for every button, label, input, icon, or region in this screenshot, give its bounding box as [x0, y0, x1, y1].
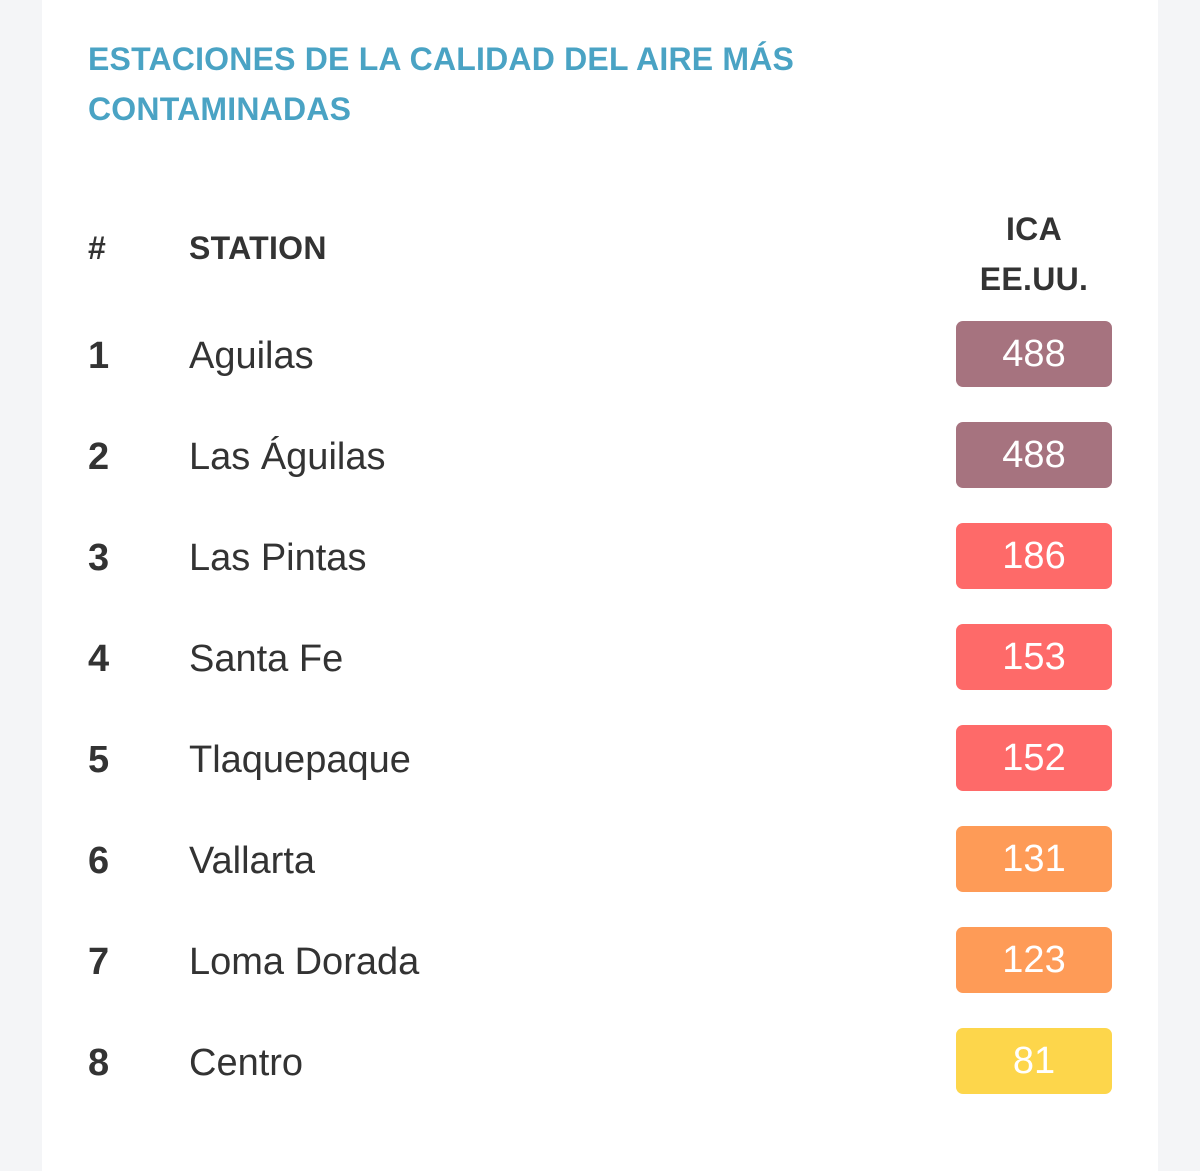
station-row[interactable]: 3 Las Pintas 186: [42, 520, 1158, 621]
station-row[interactable]: 4 Santa Fe 153: [42, 621, 1158, 722]
card-title: ESTACIONES DE LA CALIDAD DEL AIRE MÁS CO…: [88, 41, 795, 127]
ranking-card: ESTACIONES DE LA CALIDAD DEL AIRE MÁS CO…: [42, 0, 1158, 1171]
station-name[interactable]: Las Águilas: [189, 436, 386, 478]
station-name[interactable]: Tlaquepaque: [189, 739, 411, 781]
header-rank: #: [88, 230, 106, 266]
table-header: # STATION ICA EE.UU.: [42, 200, 1158, 300]
station-name[interactable]: Aguilas: [189, 335, 314, 377]
aqi-badge: 131: [956, 826, 1112, 892]
aqi-badge: 123: [956, 927, 1112, 993]
station-row[interactable]: 1 Aguilas 488: [42, 318, 1158, 419]
station-row[interactable]: 7 Loma Dorada 123: [42, 924, 1158, 1025]
aqi-badge: 186: [956, 523, 1112, 589]
station-row[interactable]: 2 Las Águilas 488: [42, 419, 1158, 520]
header-station: STATION: [189, 230, 327, 266]
station-name[interactable]: Vallarta: [189, 840, 316, 882]
header-aqi-line2: EE.UU.: [979, 261, 1089, 297]
aqi-badge: 152: [956, 725, 1112, 791]
aqi-badge: 488: [956, 422, 1112, 488]
station-rank: 1: [88, 335, 110, 377]
station-rank: 7: [88, 941, 110, 983]
station-rank: 6: [88, 840, 110, 882]
header-aqi: ICA EE.UU.: [956, 204, 1112, 304]
aqi-badge: 153: [956, 624, 1112, 690]
aqi-badge: 488: [956, 321, 1112, 387]
header-aqi-line1: ICA: [1005, 211, 1062, 247]
station-name[interactable]: Santa Fe: [189, 638, 344, 680]
station-name[interactable]: Centro: [189, 1042, 304, 1084]
station-rank: 5: [88, 739, 110, 781]
station-rank: 3: [88, 537, 110, 579]
station-name[interactable]: Las Pintas: [189, 537, 367, 579]
station-row[interactable]: 5 Tlaquepaque 152: [42, 722, 1158, 823]
station-row[interactable]: 6 Vallarta 131: [42, 823, 1158, 924]
station-row[interactable]: 8 Centro 81: [42, 1025, 1158, 1126]
aqi-badge: 81: [956, 1028, 1112, 1094]
station-rank: 8: [88, 1042, 110, 1084]
station-rank: 4: [88, 638, 110, 680]
station-name[interactable]: Loma Dorada: [189, 941, 420, 983]
station-rank: 2: [88, 436, 110, 478]
